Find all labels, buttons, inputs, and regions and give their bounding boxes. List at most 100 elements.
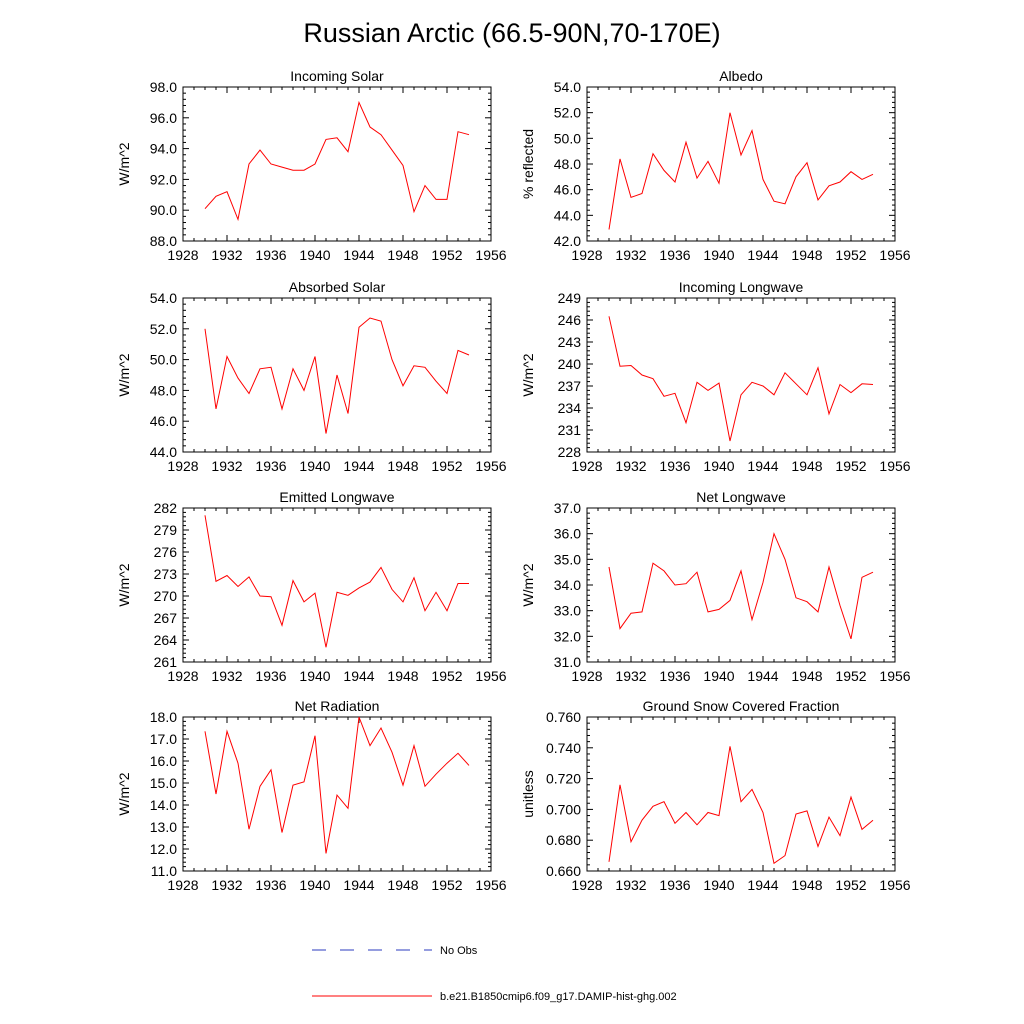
y-tick-label: 246	[558, 312, 582, 328]
y-tick-label: 13.0	[150, 819, 177, 835]
y-tick-label: 243	[558, 334, 582, 350]
x-tick-label: 1932	[615, 668, 646, 684]
x-tick-label: 1948	[387, 877, 418, 893]
x-tick-label: 1940	[299, 247, 330, 263]
y-tick-label: 0.760	[546, 709, 581, 725]
y-tick-label: 267	[154, 610, 178, 626]
y-tick-label: 54.0	[554, 79, 581, 95]
y-tick-label: 48.0	[554, 156, 581, 172]
x-tick-label: 1956	[475, 458, 506, 474]
figure-title: Russian Arctic (66.5-90N,70-170E)	[303, 18, 720, 48]
y-tick-label: 0.740	[546, 740, 581, 756]
x-tick-label: 1940	[299, 458, 330, 474]
x-tick-label: 1948	[387, 458, 418, 474]
x-tick-label: 1948	[791, 247, 822, 263]
y-tick-label: 35.0	[554, 551, 581, 567]
series-line-absorbed-solar	[204, 317, 470, 434]
x-tick-label: 1936	[659, 668, 690, 684]
x-tick-label: 1940	[703, 877, 734, 893]
x-tick-label: 1936	[659, 247, 690, 263]
x-tick-label: 1928	[571, 247, 602, 263]
y-axis-label: W/m^2	[116, 772, 132, 815]
x-tick-label: 1928	[571, 877, 602, 893]
legend-obs-label: No Obs	[440, 945, 478, 957]
panel-title: Ground Snow Covered Fraction	[643, 698, 840, 714]
panel-title: Incoming Solar	[290, 68, 384, 84]
plot-frame	[182, 716, 492, 872]
y-tick-label: 12.0	[150, 841, 177, 857]
legend-model-label: b.e21.B1850cmip6.f09_g17.DAMIP-hist-ghg.…	[440, 991, 677, 1003]
panel-grid: Incoming Solar W/m^2 1928 1932 1936 1940 1944 1…	[116, 68, 911, 893]
y-tick-label: 249	[558, 290, 582, 306]
x-tick-label: 1932	[211, 877, 242, 893]
series-line-emitted-longwave	[204, 515, 469, 648]
y-tick-label: 90.0	[150, 202, 177, 218]
y-tick-label: 228	[558, 444, 582, 460]
y-tick-label: 237	[558, 378, 582, 394]
x-tick-label: 1956	[879, 247, 910, 263]
x-tick-label: 1956	[879, 458, 910, 474]
y-tick-label: 261	[154, 654, 178, 670]
y-tick-label: 234	[558, 400, 582, 416]
y-axis-label: W/m^2	[520, 563, 536, 606]
series-line-net-radiation	[204, 716, 470, 854]
plot-frame	[586, 86, 896, 242]
x-tick-label: 1932	[211, 458, 242, 474]
x-tick-label: 1936	[255, 877, 286, 893]
y-tick-label: 270	[154, 588, 178, 604]
x-tick-label: 1936	[255, 247, 286, 263]
y-tick-label: 0.720	[546, 771, 581, 787]
y-tick-label: 36.0	[554, 526, 581, 542]
panel-absorbed-solar: Absorbed Solar W/m^2 1928 1932 1936 1940 1944 1…	[116, 279, 507, 474]
plot-frame	[586, 297, 896, 453]
y-tick-label: 15.0	[150, 775, 177, 791]
y-tick-label: 44.0	[554, 207, 581, 223]
y-tick-label: 46.0	[150, 413, 177, 429]
x-tick-label: 1944	[747, 458, 778, 474]
x-tick-label: 1936	[659, 877, 690, 893]
y-tick-label: 276	[154, 544, 178, 560]
x-tick-label: 1932	[615, 877, 646, 893]
x-tick-label: 1952	[835, 458, 866, 474]
x-tick-label: 1932	[211, 668, 242, 684]
plot-frame	[586, 716, 896, 872]
x-tick-label: 1956	[879, 877, 910, 893]
x-tick-label: 1944	[343, 877, 374, 893]
panel-title: Albedo	[719, 68, 763, 84]
x-tick-label: 1928	[167, 247, 198, 263]
y-tick-label: 46.0	[554, 182, 581, 198]
y-tick-label: 16.0	[150, 753, 177, 769]
series-line-ground-snow-covered-fraction	[608, 746, 874, 865]
y-tick-label: 0.660	[546, 863, 581, 879]
panel-title: Emitted Longwave	[279, 489, 394, 505]
x-tick-label: 1944	[343, 247, 374, 263]
panel-emitted-longwave: Emitted Longwave W/m^2 1928 1932 1936 1940 194…	[116, 489, 507, 684]
y-tick-label: 18.0	[150, 709, 177, 725]
x-tick-label: 1936	[255, 668, 286, 684]
x-tick-label: 1928	[167, 877, 198, 893]
y-tick-label: 88.0	[150, 233, 177, 249]
x-tick-label: 1952	[835, 247, 866, 263]
y-tick-label: 282	[154, 500, 178, 516]
plot-frame	[586, 507, 896, 663]
y-axis-label: W/m^2	[116, 142, 132, 185]
x-tick-label: 1944	[343, 668, 374, 684]
panel-title: Net Longwave	[696, 489, 786, 505]
x-tick-label: 1948	[791, 877, 822, 893]
y-tick-label: 17.0	[150, 731, 177, 747]
x-tick-label: 1948	[791, 668, 822, 684]
series-line-incoming-solar	[204, 100, 470, 222]
panel-albedo: Albedo % reflected 1928 1932 1936 1940 1944 194…	[520, 68, 911, 263]
x-tick-label: 1948	[791, 458, 822, 474]
y-tick-label: 42.0	[554, 233, 581, 249]
x-tick-label: 1936	[255, 458, 286, 474]
y-axis-label: W/m^2	[520, 353, 536, 396]
x-tick-label: 1952	[431, 877, 462, 893]
y-tick-label: 240	[558, 356, 582, 372]
x-tick-label: 1940	[703, 247, 734, 263]
x-tick-label: 1940	[299, 668, 330, 684]
series-line-incoming-longwave	[608, 316, 874, 442]
y-tick-label: 264	[154, 632, 178, 648]
x-tick-label: 1940	[703, 668, 734, 684]
